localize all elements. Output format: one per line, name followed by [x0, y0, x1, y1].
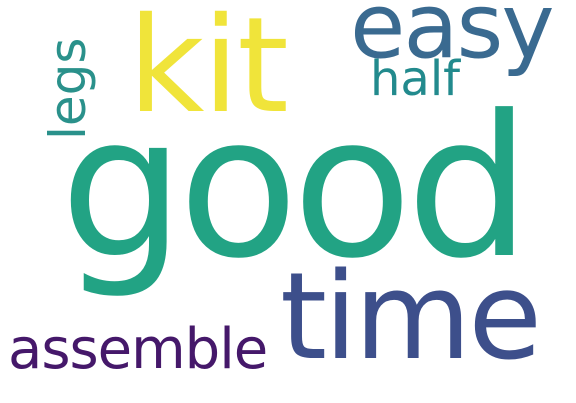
word-time: time: [280, 248, 542, 387]
word-easy: easy: [350, 0, 555, 79]
word-kit: kit: [128, 0, 289, 143]
word-good: good: [60, 74, 531, 302]
word-assemble: assemble: [8, 317, 268, 382]
word-half: half: [370, 51, 461, 107]
